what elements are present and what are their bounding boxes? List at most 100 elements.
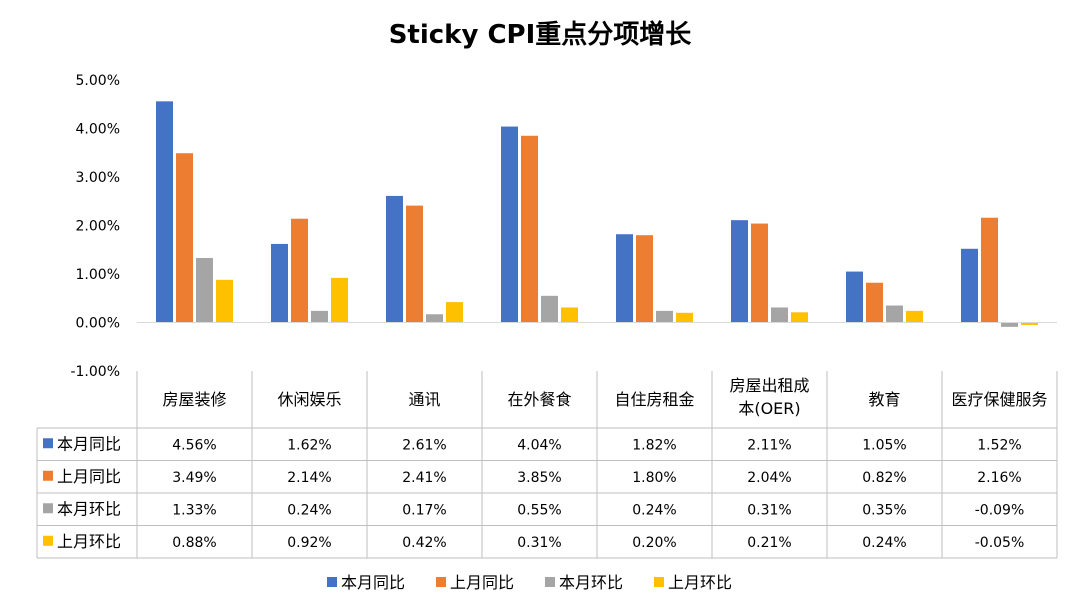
data-label: 0.24% <box>632 502 676 518</box>
category-label: 在外餐食 <box>507 390 571 409</box>
data-label: 1.33% <box>172 502 216 518</box>
bar <box>616 234 633 323</box>
series-key <box>43 535 53 546</box>
bar <box>541 295 558 323</box>
bar <box>501 126 518 323</box>
bar <box>1001 322 1018 327</box>
bar <box>176 153 193 323</box>
data-label: 2.14% <box>287 470 331 486</box>
category-label: 自住房租金 <box>614 390 694 409</box>
legend-label: 本月环比 <box>559 573 623 592</box>
legend-label: 本月同比 <box>341 573 405 592</box>
y-tick-label: 1.00% <box>76 267 120 283</box>
category-label: 通讯 <box>408 390 440 409</box>
bar <box>216 279 233 323</box>
data-label: 0.21% <box>747 535 791 551</box>
data-label: 0.31% <box>747 502 791 518</box>
data-label: 0.82% <box>862 470 906 486</box>
data-label: 2.41% <box>402 470 446 486</box>
data-label: 2.61% <box>402 437 446 453</box>
series-row-label: 上月同比 <box>57 467 121 486</box>
bar <box>196 257 213 323</box>
legend-label: 上月同比 <box>450 573 514 592</box>
category-label: 教育 <box>868 390 900 409</box>
legend-swatch <box>545 577 555 587</box>
bar <box>866 282 883 323</box>
data-label: 0.20% <box>632 535 676 551</box>
data-table: 房屋装修 休闲娱乐 通讯 在外餐食 自住房租金 房屋出租成本(OER) 教育 医疗保健服务本月… <box>36 371 1058 559</box>
y-tick-label: 3.00% <box>76 170 120 186</box>
data-label: 0.42% <box>402 535 446 551</box>
data-label: -0.05% <box>975 535 1025 551</box>
bar <box>156 101 173 323</box>
legend-swatch <box>436 577 446 587</box>
bar <box>446 302 463 323</box>
data-label: 0.17% <box>402 502 446 518</box>
data-label: 0.92% <box>287 535 331 551</box>
bar <box>771 307 788 323</box>
data-label: 0.55% <box>517 502 561 518</box>
data-label: 1.80% <box>632 470 676 486</box>
bar <box>961 248 978 323</box>
series-key <box>43 438 53 449</box>
chart-title: Sticky CPI重点分项增长 <box>388 20 692 50</box>
bar <box>751 223 768 323</box>
data-label: 0.24% <box>287 502 331 518</box>
series-row-label: 上月环比 <box>57 532 121 551</box>
legend-swatch <box>654 577 664 587</box>
y-axis-ticks: 5.00% 4.00% 3.00% 2.00% 1.00% 0.00% -1.00% <box>70 73 120 380</box>
data-label: 1.62% <box>287 437 331 453</box>
data-label: 4.56% <box>172 437 216 453</box>
bar <box>561 307 578 323</box>
data-label: 3.49% <box>172 470 216 486</box>
bar <box>656 310 673 323</box>
y-tick-label: 4.00% <box>76 122 120 138</box>
bar <box>1021 322 1038 325</box>
data-label: 1.05% <box>862 437 906 453</box>
category-label: 房屋出租成本(OER) <box>729 376 809 418</box>
data-label: 2.16% <box>977 470 1021 486</box>
bar <box>906 310 923 323</box>
bar <box>846 271 863 323</box>
series-row-label: 本月环比 <box>57 499 121 518</box>
legend: 本月同比 上月同比 本月环比 上月环比 <box>327 573 732 592</box>
y-tick-label: 0.00% <box>76 316 120 332</box>
data-label: 0.24% <box>862 535 906 551</box>
bar <box>271 243 288 323</box>
legend-swatch <box>327 577 337 587</box>
data-label: 0.31% <box>517 535 561 551</box>
bar <box>386 195 403 323</box>
bar <box>886 305 903 323</box>
category-label: 休闲娱乐 <box>277 390 341 409</box>
data-label: 1.52% <box>977 437 1021 453</box>
bar <box>291 218 308 323</box>
legend-label: 上月环比 <box>668 573 732 592</box>
y-tick-label: 2.00% <box>76 219 120 235</box>
category-label: 房屋装修 <box>162 390 226 409</box>
bar <box>676 312 693 323</box>
bars-group <box>156 101 1038 327</box>
data-label: 4.04% <box>517 437 561 453</box>
bar <box>311 310 328 323</box>
y-tick-label: 5.00% <box>76 73 120 89</box>
bar <box>981 217 998 323</box>
series-row-label: 本月同比 <box>57 434 121 453</box>
data-label: 1.82% <box>632 437 676 453</box>
bar <box>791 312 808 323</box>
bar <box>731 220 748 323</box>
data-label: 0.35% <box>862 502 906 518</box>
data-label: 3.85% <box>517 470 561 486</box>
data-label: 0.88% <box>172 535 216 551</box>
data-label: 2.11% <box>747 437 791 453</box>
bar <box>406 205 423 323</box>
bar <box>426 314 443 323</box>
series-key <box>43 503 53 514</box>
bar <box>521 135 538 323</box>
y-tick-label: -1.00% <box>70 364 120 380</box>
series-key <box>43 470 53 481</box>
data-label: -0.09% <box>975 502 1025 518</box>
category-label: 医疗保健服务 <box>951 390 1047 409</box>
bar <box>636 235 653 323</box>
bar <box>331 277 348 323</box>
